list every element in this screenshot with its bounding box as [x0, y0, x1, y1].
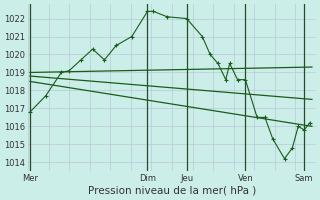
X-axis label: Pression niveau de la mer( hPa ): Pression niveau de la mer( hPa ) — [88, 186, 256, 196]
